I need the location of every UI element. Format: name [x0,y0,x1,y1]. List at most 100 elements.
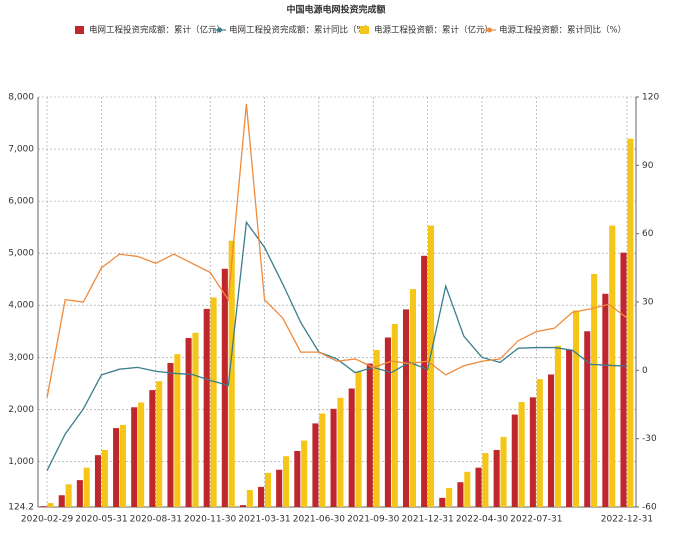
y2-tick-label: 90 [642,161,654,171]
bar [511,414,518,507]
bar [355,371,362,507]
x-tick-label: 2020-05-31 [75,515,127,525]
bar [547,374,555,507]
bar [76,480,83,507]
y2-tick-label: 0 [642,366,648,376]
legend-swatch [217,27,222,33]
bar [185,338,192,507]
bar [294,450,301,507]
y-tick-label: 3,000 [8,353,34,363]
bar [138,402,145,507]
bar [591,273,598,507]
bar [301,440,308,507]
bar [47,503,54,507]
y-tick-label: 8,000 [8,93,34,103]
x-tick-label: 2021-03-31 [238,515,290,525]
x-tick-label: 2020-02-29 [21,515,74,525]
bar [439,497,446,507]
bar [446,487,453,507]
bar [319,413,326,507]
bar [391,323,398,507]
legend-swatch [487,27,492,33]
y-tick-label: 4,000 [8,301,34,311]
bar [384,337,391,507]
bar [366,363,373,507]
bar [464,471,471,507]
bar [94,455,102,507]
bar [402,309,410,507]
bar [264,472,272,507]
bar [409,289,416,507]
bar [101,449,108,507]
bar [421,255,428,507]
y-tick-label: 6,000 [8,197,34,207]
bar [192,332,199,507]
bar [500,436,507,507]
line [46,103,628,398]
bar [246,490,253,507]
y-tick-label: 5,000 [8,249,34,259]
x-tick-label: 2022-04-30 [456,515,509,525]
legend-label: 电网工程投资完成额：累计（亿元） [89,25,225,36]
bar [239,505,246,507]
bar [119,424,127,507]
y2-tick-label: -60 [642,503,657,513]
x-tick-label: 2020-08-31 [130,515,182,525]
x-tick-label: 2022-07-31 [510,515,562,525]
bar [554,345,561,507]
y2-tick-label: 60 [642,229,654,239]
bar [330,408,337,507]
bar [167,363,174,507]
bar [40,506,47,507]
bar [131,407,138,507]
y-tick-label: 124.2 [8,503,34,513]
legend-swatch [360,26,369,34]
y2-tick-label: 30 [642,298,654,308]
bar [221,268,228,507]
chart-title: 中国电源电网投资完成额 [286,4,385,16]
bar [536,379,543,507]
bar [620,252,627,507]
bar [475,467,482,507]
bar [493,449,500,507]
bar [529,397,536,507]
bar [348,388,355,507]
bar [482,453,489,507]
bar [518,402,525,507]
bar [602,293,609,507]
bar [283,456,290,507]
x-tick-label: 2022-12-31 [601,515,653,525]
bar [276,469,283,507]
bar [457,482,464,507]
bar [337,397,344,507]
legend-label: 电源工程投资额：累计（亿元） [374,25,493,36]
bar [83,467,90,507]
bar [149,390,156,507]
bar [228,240,235,507]
bar [210,297,217,507]
bar [566,349,573,507]
bar [373,350,380,507]
legend-label: 电网工程投资完成额：累计同比（%） [229,25,373,36]
bar [58,495,65,507]
y2-tick-label: -30 [642,434,657,444]
bar [258,486,265,507]
bar [174,354,181,507]
y-tick-label: 1,000 [8,457,34,467]
bar [113,428,120,507]
line [46,220,627,471]
bar [156,381,163,507]
legend-label: 电源工程投资额：累计同比（%） [499,25,626,36]
bar [609,225,616,508]
legend-swatch [75,26,84,34]
bar [428,225,435,508]
bar [65,484,72,507]
x-tick-label: 2021-09-30 [347,515,400,525]
bar [584,331,591,507]
x-tick-label: 2021-06-30 [293,515,346,525]
bar [312,423,319,507]
bar [203,308,210,507]
x-tick-label: 2021-12-31 [401,515,453,525]
y-tick-label: 7,000 [8,145,34,155]
